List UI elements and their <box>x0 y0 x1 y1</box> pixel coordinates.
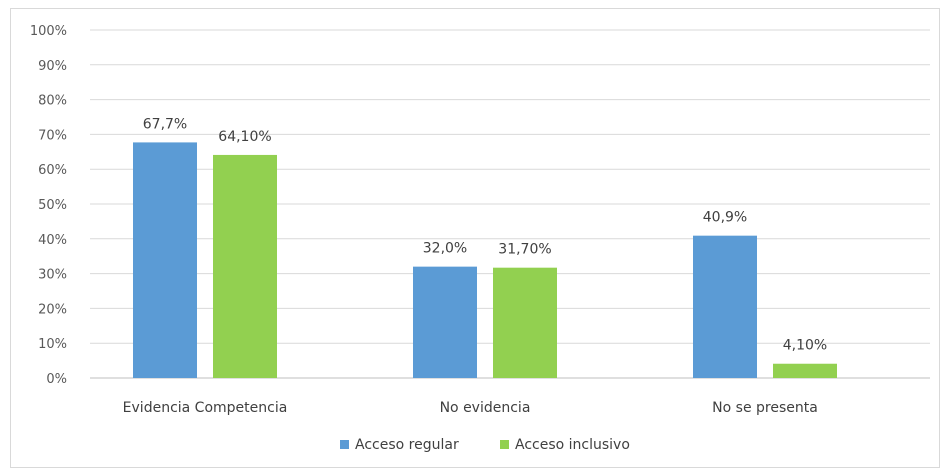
y-tick-label: 20% <box>38 302 67 317</box>
data-label: 4,10% <box>783 338 827 354</box>
legend: Acceso regular Acceso inclusivo <box>340 437 630 453</box>
y-tick-label: 50% <box>38 198 67 213</box>
data-label: 40,9% <box>703 210 747 226</box>
bar-inclusivo-0 <box>213 154 277 378</box>
y-tick-label: 100% <box>30 24 67 39</box>
bars <box>133 142 837 378</box>
bar-regular-1 <box>413 266 477 378</box>
y-tick-label: 90% <box>38 59 67 74</box>
bar-regular-2 <box>693 235 757 378</box>
chart-frame <box>10 8 940 468</box>
data-label: 67,7% <box>143 116 187 132</box>
category-labels: Evidencia Competencia No evidencia No se p… <box>123 400 818 416</box>
y-tick-label: 40% <box>38 233 67 248</box>
legend-swatch <box>340 440 349 449</box>
legend-swatch <box>500 440 509 449</box>
legend-label: Acceso inclusivo <box>515 437 630 453</box>
data-label: 32,0% <box>423 241 467 257</box>
bar-regular-0 <box>133 142 197 378</box>
y-tick-label: 10% <box>38 337 67 352</box>
bar-inclusivo-1 <box>493 267 557 378</box>
y-tick-label: 70% <box>38 128 67 143</box>
y-tick-label: 30% <box>38 268 67 283</box>
data-labels: 67,7% 64,10% 32,0% 31,70% 40,9% 4,10% <box>143 116 827 353</box>
bar-inclusivo-2 <box>773 363 837 378</box>
y-tick-label: 0% <box>46 372 67 387</box>
category-label: No evidencia <box>440 400 531 416</box>
data-label: 31,70% <box>498 242 551 258</box>
y-axis-ticks: 0% 10% 20% 30% 40% 50% 60% 70% 80% 90% 100% <box>30 24 67 387</box>
data-label: 64,10% <box>218 129 271 145</box>
y-tick-label: 80% <box>38 94 67 109</box>
category-label: No se presenta <box>712 400 818 416</box>
category-label: Evidencia Competencia <box>123 400 288 416</box>
legend-label: Acceso regular <box>355 437 459 453</box>
y-tick-label: 60% <box>38 163 67 178</box>
